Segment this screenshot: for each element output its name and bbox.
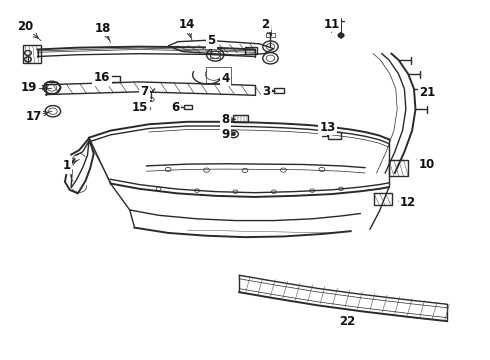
Text: 3: 3	[263, 85, 270, 98]
Bar	[103, 78, 109, 81]
Text: 19: 19	[21, 81, 37, 94]
Text: 16: 16	[94, 71, 110, 84]
Text: 6: 6	[171, 101, 179, 114]
Bar	[23, 45, 41, 63]
Bar	[374, 193, 392, 206]
Text: 7: 7	[140, 85, 148, 98]
Bar	[274, 87, 284, 93]
Bar	[328, 132, 341, 139]
Text: 2: 2	[261, 18, 269, 31]
Text: 21: 21	[419, 86, 436, 99]
Text: 11: 11	[323, 18, 340, 31]
Text: 14: 14	[178, 18, 195, 31]
Text: 10: 10	[418, 158, 435, 171]
Circle shape	[232, 133, 235, 136]
Bar	[245, 47, 257, 54]
Text: 13: 13	[319, 121, 336, 134]
Bar	[206, 67, 231, 83]
Text: 18: 18	[95, 22, 112, 35]
Text: 17: 17	[25, 110, 42, 123]
Text: 20: 20	[17, 20, 33, 33]
Bar	[110, 76, 120, 82]
Bar	[389, 159, 408, 176]
Text: 12: 12	[400, 197, 416, 210]
Bar	[210, 51, 220, 58]
Text: 1: 1	[62, 159, 71, 172]
Text: 22: 22	[339, 315, 355, 328]
Text: 8: 8	[221, 113, 230, 126]
Bar	[184, 104, 192, 109]
Text: 5: 5	[207, 34, 216, 47]
Text: 15: 15	[132, 101, 148, 114]
Bar	[266, 33, 275, 37]
Circle shape	[338, 33, 344, 37]
Text: 4: 4	[221, 72, 230, 85]
Text: 9: 9	[221, 129, 230, 141]
Bar	[233, 116, 248, 122]
